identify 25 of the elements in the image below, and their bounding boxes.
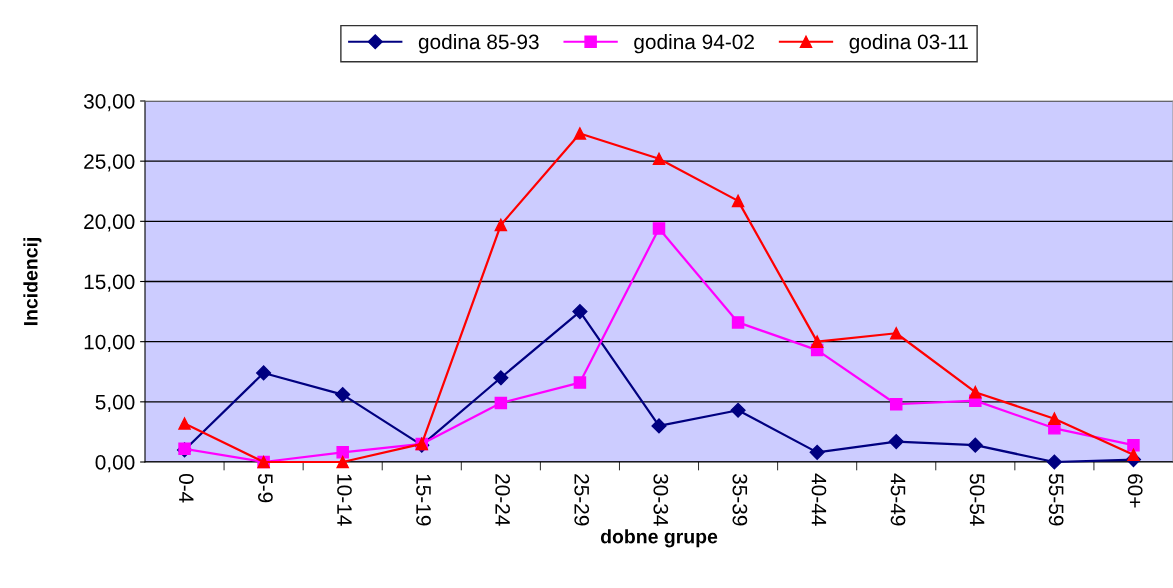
y-axis-title: Incidencij: [23, 238, 42, 326]
y-tick-label: 15,00: [84, 274, 135, 292]
x-tick-label: 50-54: [969, 473, 985, 526]
x-tick-label: 35-39: [732, 473, 748, 526]
legend-label: godina 94-02: [634, 33, 754, 54]
x-tick-label: 60+: [1127, 474, 1143, 508]
x-tick-label: 15-19: [416, 474, 431, 526]
x-tick-label: 45-49: [890, 473, 906, 526]
x-axis-title: dobne grupe: [600, 529, 718, 548]
y-tick-label: 20,00: [84, 214, 135, 232]
y-tick-label: 30,00: [83, 94, 135, 112]
legend-label: godina 85-93: [418, 33, 539, 54]
y-tick-label: 0,00: [95, 455, 135, 473]
y-tick-label: 10,00: [84, 334, 135, 352]
x-tick-label: 5-9: [258, 473, 273, 503]
y-tick-label: 5,00: [95, 394, 135, 413]
x-tick-label: 0-4: [178, 473, 194, 503]
x-tick-label: 30-34: [653, 473, 669, 526]
x-tick-label: 40-44: [811, 473, 827, 526]
x-tick-label: 25-29: [574, 474, 590, 526]
x-tick-label: 10-14: [337, 474, 352, 526]
y-tick-label: 25,00: [84, 154, 135, 172]
x-tick-label: 20-24: [495, 474, 511, 526]
legend-label: godina 03-11: [849, 33, 968, 54]
x-tick-label: 55-59: [1048, 473, 1064, 526]
